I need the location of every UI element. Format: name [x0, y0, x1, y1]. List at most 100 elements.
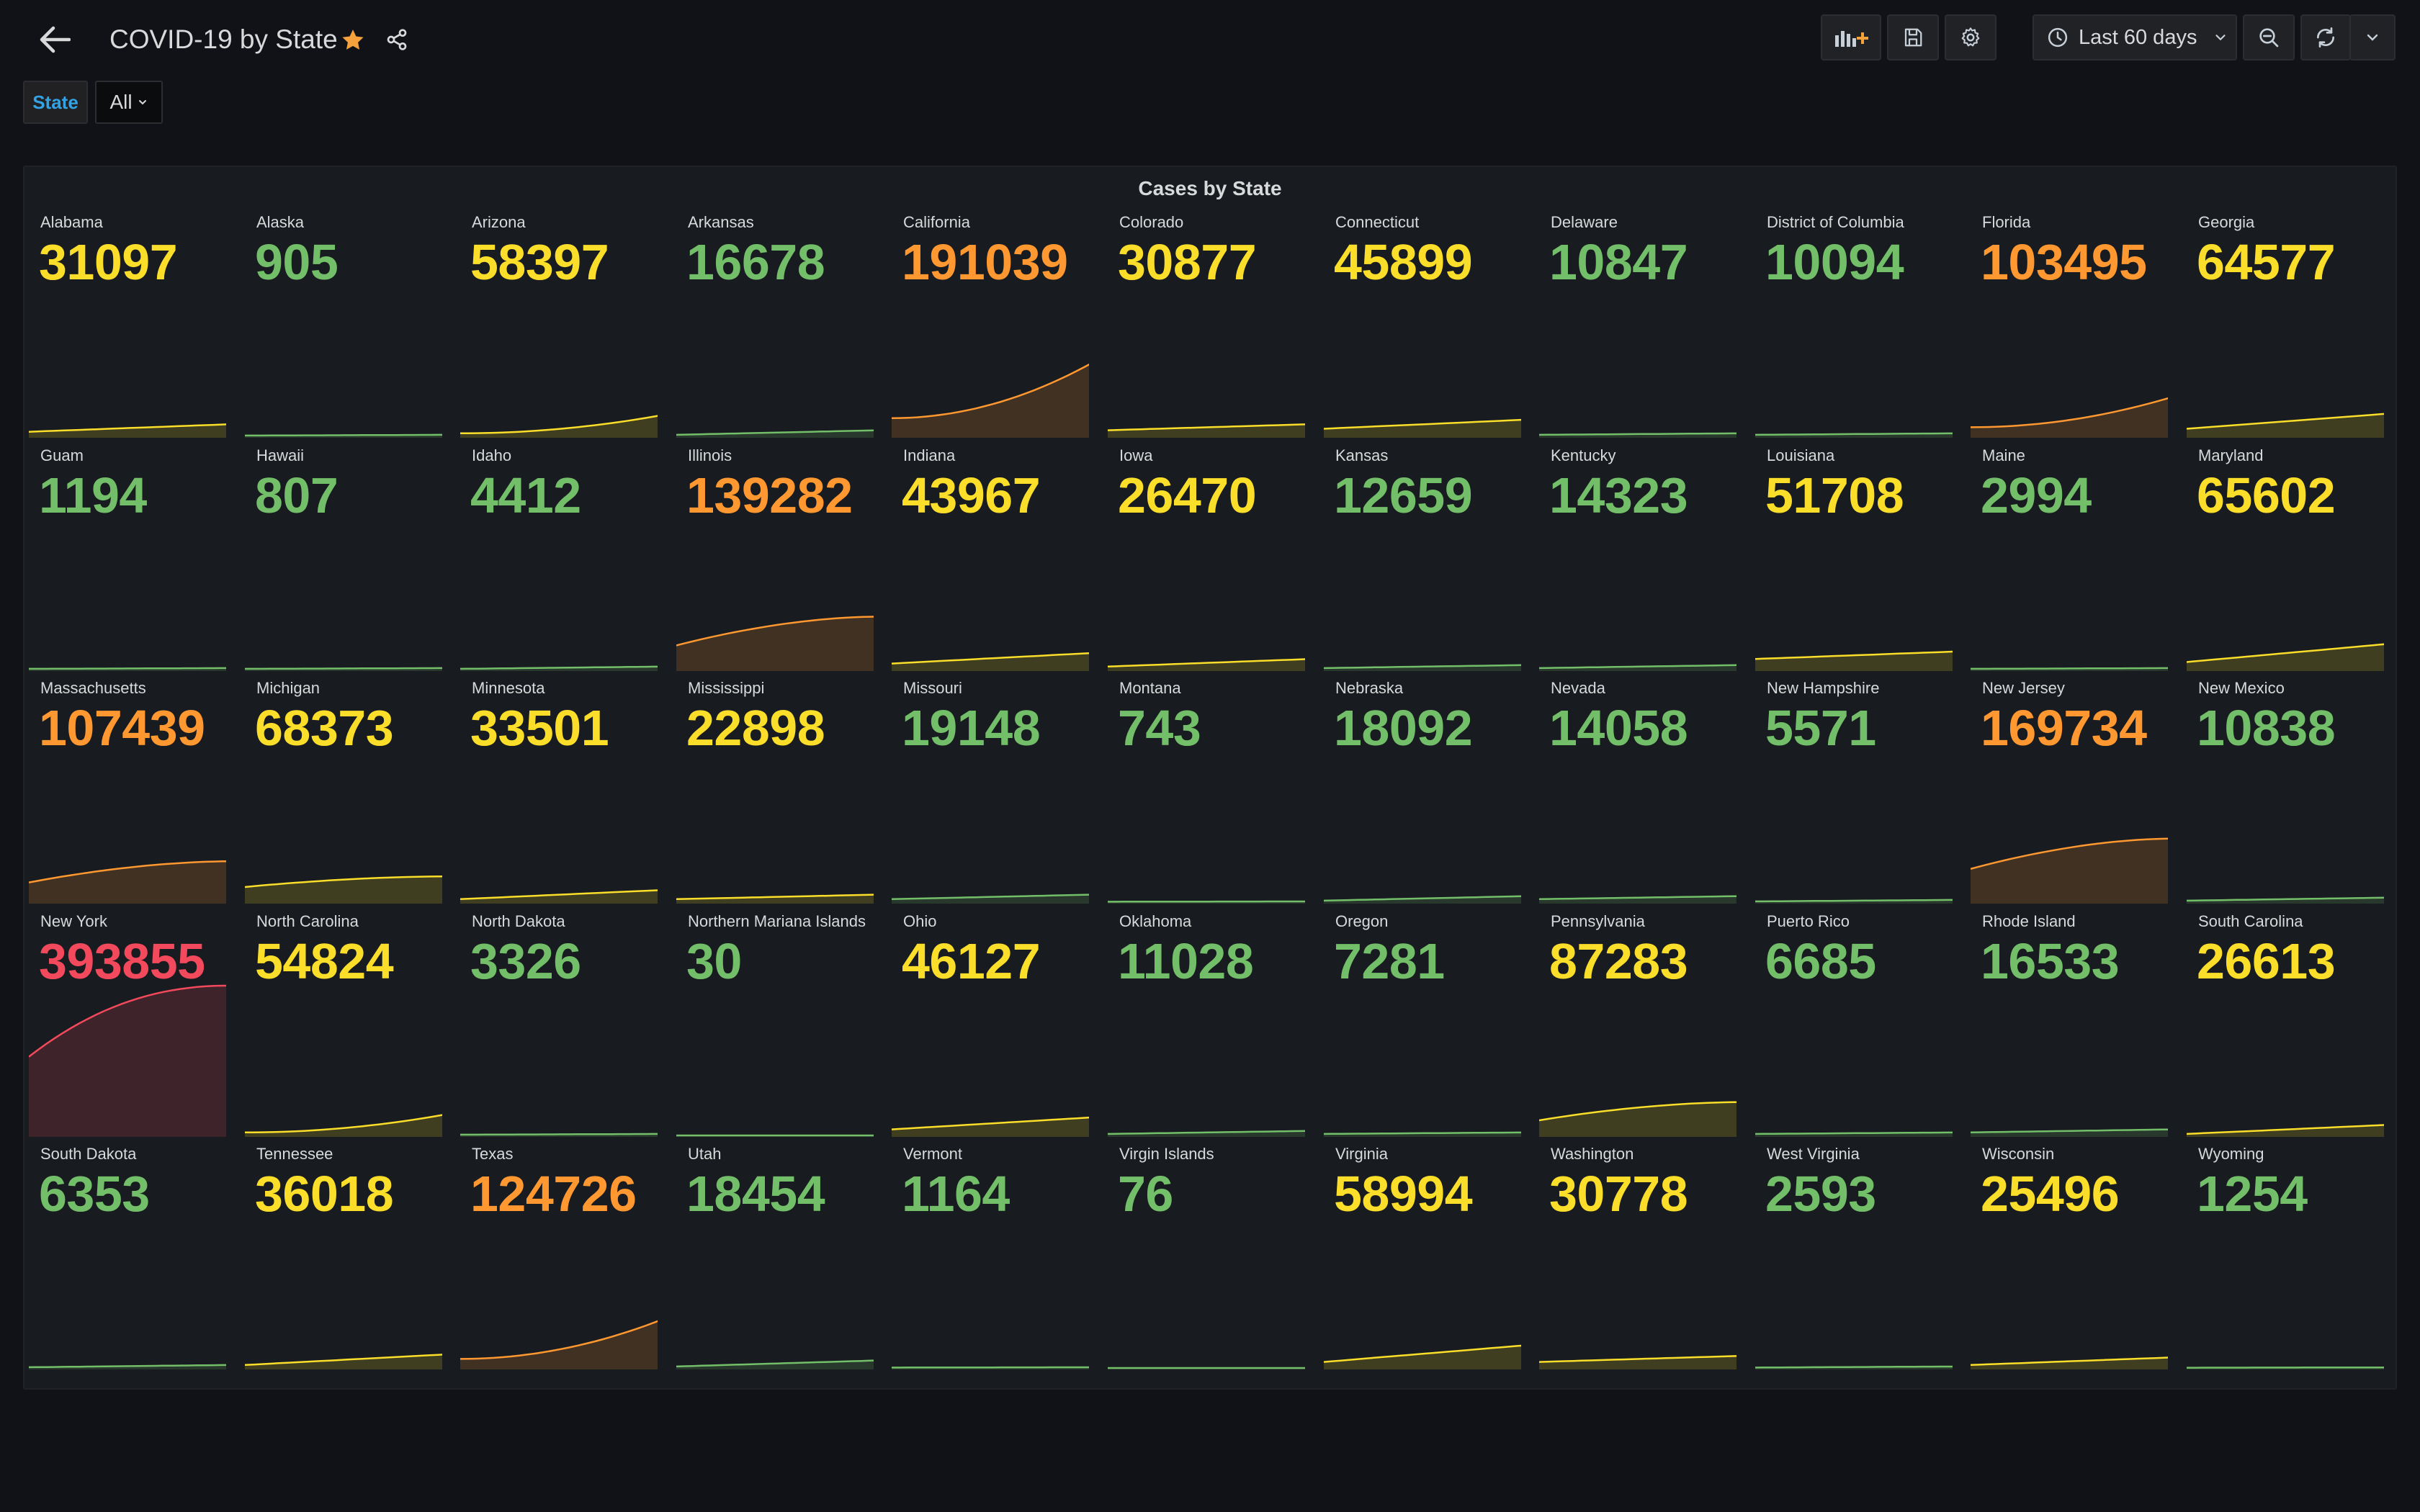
panel-title[interactable]: Cases by State — [1138, 177, 1282, 199]
case-count: 14323 — [1549, 467, 1688, 523]
stat-cell[interactable]: North Carolina 54824 — [241, 909, 442, 1137]
stat-cell[interactable]: Iowa 26470 — [1103, 444, 1305, 671]
stat-cell[interactable]: Oregon 7281 — [1319, 909, 1521, 1137]
stat-cell[interactable]: Nevada 14058 — [1535, 676, 1736, 904]
sparkline-line — [245, 433, 442, 437]
sparkline-area — [245, 1354, 442, 1369]
stat-cell[interactable]: California 191039 — [887, 210, 1089, 438]
save-dashboard-button[interactable] — [1887, 14, 1939, 60]
case-count: 3326 — [470, 933, 581, 989]
stat-cell[interactable]: Hawaii 807 — [241, 444, 442, 671]
stat-cell[interactable]: Colorado 30877 — [1103, 210, 1305, 438]
sparkline-line — [1539, 664, 1736, 670]
state-name: Missouri — [903, 679, 962, 697]
sparkline-line — [29, 423, 226, 433]
stat-cell[interactable]: Pennsylvania 87283 — [1535, 909, 1736, 1137]
stat-cell[interactable]: Georgia 64577 — [2182, 210, 2384, 438]
refresh-interval-dropdown[interactable] — [2349, 14, 2396, 60]
stat-cell[interactable]: New Hampshire 5571 — [1751, 676, 1953, 904]
stat-cell[interactable]: Wisconsin 25496 — [1966, 1142, 2168, 1369]
sparkline-line — [1971, 667, 2168, 670]
sparkline-line — [1324, 664, 1521, 670]
stat-cell[interactable]: Alabama 31097 — [24, 210, 226, 438]
stat-cell[interactable]: District of Columbia 10094 — [1751, 210, 1953, 438]
stat-cell[interactable]: Rhode Island 16533 — [1966, 909, 2168, 1137]
stat-cell[interactable]: Guam 1194 — [24, 444, 226, 671]
state-variable-select[interactable]: All — [95, 81, 163, 124]
stat-cell[interactable]: Alaska 905 — [241, 210, 442, 438]
stat-cell[interactable]: Louisiana 51708 — [1751, 444, 1953, 671]
case-count: 87283 — [1549, 933, 1688, 989]
stat-cell[interactable]: New York 393855 — [24, 909, 226, 1137]
sparkline-line — [892, 1366, 1089, 1369]
stat-cell[interactable]: Indiana 43967 — [887, 444, 1089, 671]
stat-cell[interactable]: Nebraska 18092 — [1319, 676, 1521, 904]
stat-cell[interactable]: Delaware 10847 — [1535, 210, 1736, 438]
back-button[interactable] — [33, 22, 76, 58]
state-name: Puerto Rico — [1767, 912, 1850, 930]
stat-cell[interactable]: Vermont 1164 — [887, 1142, 1089, 1369]
stat-cell[interactable]: Texas 124726 — [456, 1142, 658, 1369]
sparkline-area — [2187, 644, 2384, 671]
sparkline — [29, 423, 226, 438]
stat-cell[interactable]: Kentucky 14323 — [1535, 444, 1736, 671]
stat-cell[interactable]: Michigan 68373 — [241, 676, 442, 904]
dashboard-settings-button[interactable] — [1945, 14, 1996, 60]
stat-cell[interactable]: Virgin Islands 76 — [1103, 1142, 1305, 1369]
stat-cell[interactable]: Florida 103495 — [1966, 210, 2168, 438]
stat-cell[interactable]: Utah 18454 — [672, 1142, 874, 1369]
stat-cell[interactable]: Massachusetts 107439 — [24, 676, 226, 904]
sparkline-area — [892, 1117, 1089, 1137]
stat-cell[interactable]: Montana 743 — [1103, 676, 1305, 904]
stat-cell[interactable]: Illinois 139282 — [672, 444, 874, 671]
arrow-left-icon — [40, 26, 71, 53]
stat-cell[interactable]: Washington 30778 — [1535, 1142, 1736, 1369]
stat-cell[interactable]: Arizona 58397 — [456, 210, 658, 438]
stat-cell[interactable]: Wyoming 1254 — [2182, 1142, 2384, 1369]
stat-cell[interactable]: North Dakota 3326 — [456, 909, 658, 1137]
sparkline-line — [1108, 1130, 1305, 1135]
dashboard-title[interactable]: COVID-19 by State — [109, 24, 338, 54]
stat-cell[interactable]: Oklahoma 11028 — [1103, 909, 1305, 1137]
sparkline-area — [460, 415, 658, 438]
sparkline-line — [1755, 650, 1953, 660]
sparkline — [1108, 1367, 1305, 1369]
stat-cell[interactable]: Maine 2994 — [1966, 444, 2168, 671]
stat-cell[interactable]: South Dakota 6353 — [24, 1142, 226, 1369]
share-button[interactable] — [380, 23, 413, 56]
sparkline — [460, 889, 658, 904]
stat-cell[interactable]: Puerto Rico 6685 — [1751, 909, 1953, 1137]
stat-cell[interactable]: New Mexico 10838 — [2182, 676, 2384, 904]
stat-cell[interactable]: Maryland 65602 — [2182, 444, 2384, 671]
state-variable-label: State — [23, 81, 88, 124]
sparkline — [1755, 1131, 1953, 1137]
stat-cell[interactable]: Kansas 12659 — [1319, 444, 1521, 671]
sparkline-area — [29, 985, 226, 1137]
time-range-picker[interactable]: Last 60 days — [2033, 14, 2237, 60]
stat-cell[interactable]: New Jersey 169734 — [1966, 676, 2168, 904]
stat-cell[interactable]: Missouri 19148 — [887, 676, 1089, 904]
zoom-out-button[interactable] — [2243, 14, 2295, 60]
case-count: 18454 — [686, 1166, 825, 1222]
state-name: Minnesota — [472, 679, 545, 697]
favorite-button[interactable] — [336, 23, 370, 58]
stat-cell[interactable]: Tennessee 36018 — [241, 1142, 442, 1369]
refresh-button[interactable] — [2300, 14, 2351, 60]
sparkline — [1324, 1344, 1521, 1369]
sparkline — [460, 1320, 658, 1369]
stat-cell[interactable]: Minnesota 33501 — [456, 676, 658, 904]
add-panel-button[interactable] — [1821, 14, 1881, 60]
sparkline-area — [1755, 652, 1953, 671]
stat-cell[interactable]: Virginia 58994 — [1319, 1142, 1521, 1369]
stat-cell[interactable]: Idaho 4412 — [456, 444, 658, 671]
sparkline — [1108, 658, 1305, 671]
stat-cell[interactable]: West Virginia 2593 — [1751, 1142, 1953, 1369]
stat-cell[interactable]: Connecticut 45899 — [1319, 210, 1521, 438]
stat-cell[interactable]: Northern Mariana Islands 30 — [672, 909, 874, 1137]
state-name: Arizona — [472, 213, 526, 231]
stat-cell[interactable]: Mississippi 22898 — [672, 676, 874, 904]
stat-cell[interactable]: Arkansas 16678 — [672, 210, 874, 438]
stat-cell[interactable]: South Carolina 26613 — [2182, 909, 2384, 1137]
sparkline-area — [460, 890, 658, 904]
stat-cell[interactable]: Ohio 46127 — [887, 909, 1089, 1137]
